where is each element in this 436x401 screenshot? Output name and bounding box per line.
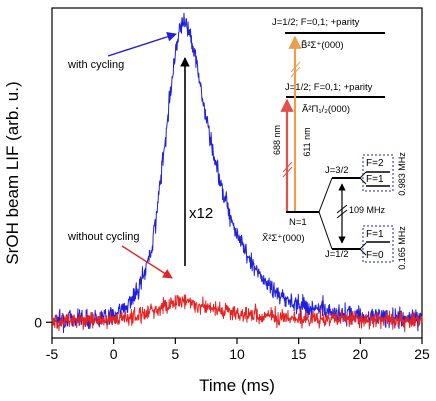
without-cycling-label: without cycling	[67, 231, 140, 243]
a-state-label: Ã²Π₁/₂(000)	[302, 104, 350, 115]
j12-label: J=1/2	[325, 249, 349, 260]
f1-upper-label: F=1	[366, 174, 384, 185]
x-tick-label: 5	[171, 346, 179, 362]
j32-label: J=3/2	[325, 165, 349, 176]
b-state-quantum-label: J=1/2; F=0,1; +parity	[272, 17, 360, 28]
split-line-lower	[318, 211, 333, 250]
plot-frame	[51, 7, 423, 339]
x-tick-label: 0	[110, 346, 118, 362]
f1-lower-label: F=1	[366, 229, 384, 240]
split-0165-label: 0.165 MHz	[397, 226, 407, 270]
energy-level-diagram: J=1/2; F=0,1; +parity B̃²Σ⁺(000) J=1/2; …	[262, 17, 407, 270]
series-line-without-cycling	[51, 294, 423, 333]
split-0983-label: 0.983 MHz	[397, 152, 407, 196]
n-label: N=1	[289, 217, 307, 228]
y-tick-label: 0	[34, 314, 42, 330]
with-cycling-label: with cycling	[67, 59, 124, 71]
without-cycling-arrow	[121, 245, 173, 279]
f2-label: F=2	[366, 158, 384, 169]
split-line-upper	[318, 177, 333, 213]
y-axis-title: SrOH beam LIF (arb. u.)	[3, 81, 22, 264]
laser-688-break-2	[282, 166, 293, 178]
series-layer	[51, 12, 423, 334]
tick-layer: -5 0 5 10 15 20 250	[34, 314, 430, 362]
laser-688-label: 688 nm	[272, 125, 282, 155]
with-cycling-arrow	[107, 32, 177, 57]
x-tick-label: 10	[229, 346, 245, 362]
gain-factor-label: x12	[189, 205, 213, 222]
laser-611-break-2	[290, 66, 301, 78]
x-tick-label: -5	[46, 346, 59, 362]
split-109-break-2	[336, 209, 348, 219]
x-tick-label: 25	[414, 346, 430, 362]
x-tick-label: 20	[353, 346, 369, 362]
laser-611-break-1	[290, 61, 301, 73]
hf-box-lower	[362, 225, 394, 263]
x-tick-label: 15	[291, 346, 307, 362]
split-109-label: 109 MHz	[349, 205, 386, 215]
hf-box-upper	[362, 154, 394, 192]
laser-688-break-1	[282, 161, 293, 173]
x-axis-title: Time (ms)	[199, 376, 275, 395]
a-state-quantum-label: J=1/2; F=0,1; +parity	[285, 82, 373, 93]
split-109-break-1	[336, 204, 348, 214]
x-state-label: X̃²Σ⁺(000)	[262, 232, 305, 244]
series-line-with-cycling	[51, 12, 423, 334]
f0-label: F=0	[366, 250, 384, 261]
b-state-label: B̃²Σ⁺(000)	[301, 39, 344, 51]
laser-611-label: 611 nm	[302, 127, 312, 156]
